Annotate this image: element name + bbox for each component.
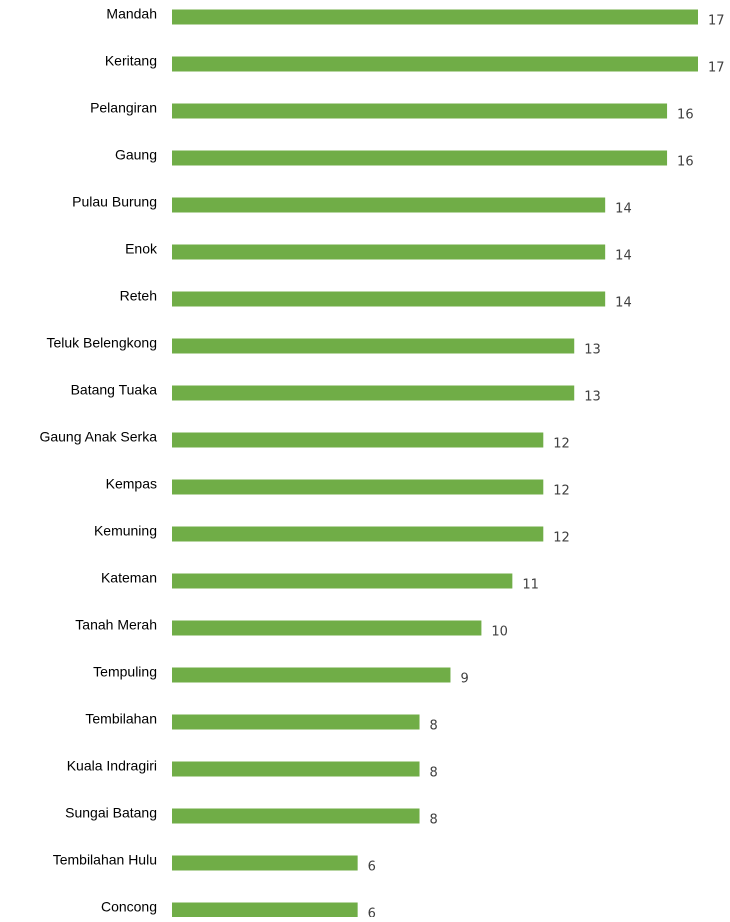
value-label: 13 bbox=[584, 390, 601, 405]
category-label: Sungai Batang bbox=[65, 805, 157, 821]
value-label: 11 bbox=[522, 578, 539, 593]
bar bbox=[172, 808, 420, 824]
category-label: Tembilahan bbox=[85, 711, 157, 727]
bar bbox=[172, 9, 698, 25]
value-label: 6 bbox=[368, 860, 376, 875]
bar bbox=[172, 150, 668, 166]
category-label: Teluk Belengkong bbox=[46, 335, 157, 351]
bar bbox=[172, 855, 358, 871]
bar bbox=[172, 244, 606, 260]
value-label: 12 bbox=[553, 531, 570, 546]
value-label: 6 bbox=[368, 907, 376, 918]
category-label: Concong bbox=[101, 899, 157, 915]
category-label: Kateman bbox=[101, 570, 157, 586]
category-label: Pulau Burung bbox=[72, 194, 157, 210]
bar bbox=[172, 338, 575, 354]
value-label: 12 bbox=[553, 437, 570, 452]
value-label: 17 bbox=[708, 61, 725, 76]
value-label: 13 bbox=[584, 343, 601, 358]
category-label: Kempas bbox=[106, 476, 157, 492]
bar bbox=[172, 526, 544, 542]
bar bbox=[172, 714, 420, 730]
bar bbox=[172, 291, 606, 307]
value-label: 16 bbox=[677, 155, 694, 170]
bar bbox=[172, 761, 420, 777]
value-label: 16 bbox=[677, 108, 694, 123]
bar bbox=[172, 902, 358, 918]
category-label: Enok bbox=[125, 241, 158, 257]
category-label: Kemuning bbox=[94, 523, 157, 539]
value-label: 14 bbox=[615, 296, 632, 311]
category-label: Gaung Anak Serka bbox=[39, 429, 157, 445]
category-label: Gaung bbox=[115, 147, 157, 163]
bar bbox=[172, 385, 575, 401]
value-label: 8 bbox=[430, 766, 438, 781]
value-label: 9 bbox=[460, 672, 468, 687]
bar bbox=[172, 56, 698, 72]
value-label: 8 bbox=[430, 719, 438, 734]
bar bbox=[172, 103, 668, 119]
bar bbox=[172, 620, 482, 636]
category-label: Keritang bbox=[105, 53, 157, 69]
category-label: Tempuling bbox=[93, 664, 157, 680]
category-label: Pelangiran bbox=[90, 100, 157, 116]
category-label: Batang Tuaka bbox=[71, 382, 158, 398]
value-label: 10 bbox=[491, 625, 508, 640]
bar bbox=[172, 573, 513, 589]
value-label: 12 bbox=[553, 484, 570, 499]
bar bbox=[172, 197, 606, 213]
category-label: Tanah Merah bbox=[75, 617, 157, 633]
bar bbox=[172, 432, 544, 448]
value-label: 14 bbox=[615, 202, 632, 217]
category-label: Mandah bbox=[106, 6, 157, 22]
category-label: Reteh bbox=[120, 288, 157, 304]
category-label: Tembilahan Hulu bbox=[53, 852, 157, 868]
value-label: 17 bbox=[708, 14, 725, 29]
bar bbox=[172, 479, 544, 495]
category-label: Kuala Indragiri bbox=[67, 758, 157, 774]
value-label: 14 bbox=[615, 249, 632, 264]
value-label: 8 bbox=[430, 813, 438, 828]
bar bbox=[172, 667, 451, 683]
